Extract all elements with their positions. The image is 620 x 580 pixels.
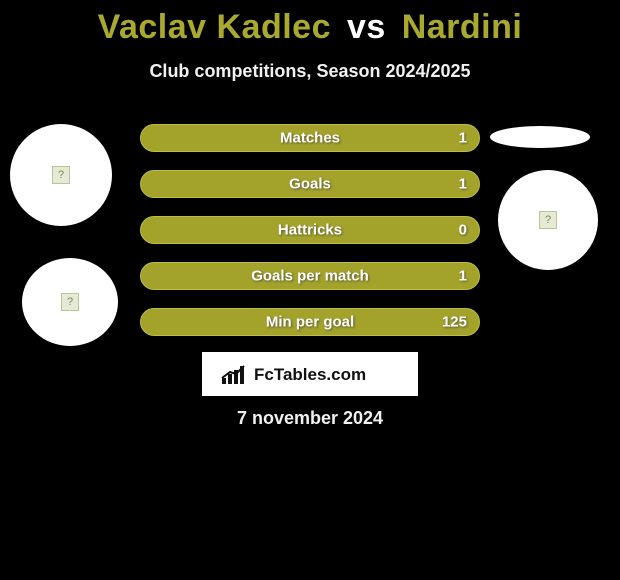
stat-label: Goals [289, 176, 331, 193]
broken-image-icon: ? [539, 211, 557, 229]
stat-label: Goals per match [251, 268, 369, 285]
date-line: 7 november 2024 [0, 408, 620, 429]
stat-row-min-per-goal: Min per goal 125 [140, 308, 480, 336]
stat-value-right: 1 [459, 268, 467, 285]
stat-row-goals: Goals 1 [140, 170, 480, 198]
stat-row-matches: Matches 1 [140, 124, 480, 152]
subtitle: Club competitions, Season 2024/2025 [0, 61, 620, 82]
stat-value-right: 1 [459, 176, 467, 193]
brand-logo-icon: FcTables.com [220, 360, 400, 388]
brand-text: FcTables.com [254, 365, 366, 384]
stat-label: Hattricks [278, 222, 342, 239]
stat-row-goals-per-match: Goals per match 1 [140, 262, 480, 290]
comparison-title: Vaclav Kadlec vs Nardini [0, 0, 620, 47]
avatar-right: ? [498, 170, 598, 270]
stat-rows: Matches 1 Goals 1 Hattricks 0 Goals per … [140, 124, 480, 354]
avatar-left-bottom: ? [22, 258, 118, 346]
stat-label: Matches [280, 130, 340, 147]
stat-label: Min per goal [266, 314, 354, 331]
stat-value-right: 1 [459, 130, 467, 147]
stat-value-right: 125 [442, 314, 467, 331]
player-b-name: Nardini [402, 8, 523, 46]
broken-image-icon: ? [52, 166, 70, 184]
brand-box: FcTables.com [202, 352, 418, 396]
broken-image-icon: ? [61, 293, 79, 311]
vs-label: vs [347, 8, 386, 46]
ellipse-right [490, 126, 590, 148]
stat-row-hattricks: Hattricks 0 [140, 216, 480, 244]
avatar-left-top: ? [10, 124, 112, 226]
player-a-name: Vaclav Kadlec [98, 8, 331, 46]
stat-value-right: 0 [459, 222, 467, 239]
